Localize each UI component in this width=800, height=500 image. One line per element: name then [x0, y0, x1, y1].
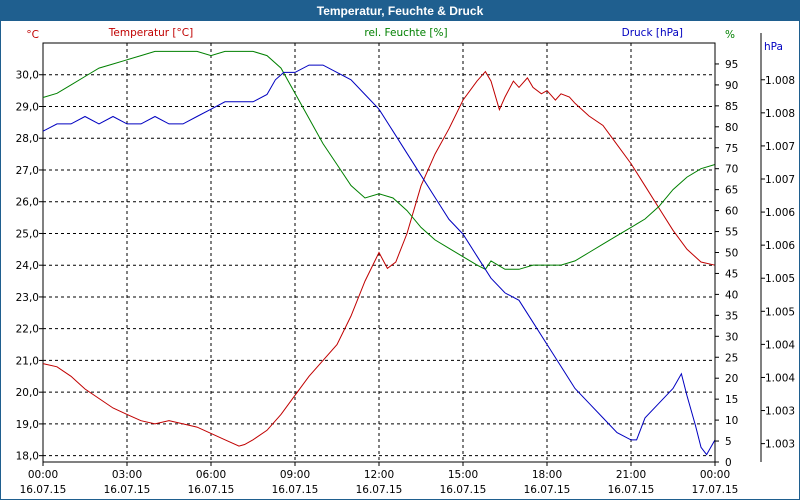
x-tick-date: 16.07.15: [524, 484, 571, 496]
x-tick-date: 17.07.15: [692, 484, 739, 496]
y-right1-tick-label: 85: [725, 101, 738, 113]
y-right1-tick-label: 80: [725, 122, 738, 134]
y-right1-tick-label: 30: [725, 331, 738, 343]
y-right1-tick-label: 20: [725, 373, 738, 385]
y-right1-tick-label: 15: [725, 394, 738, 406]
x-tick-time: 12:00: [364, 469, 394, 481]
legend-entry: Temperatur [°C]: [108, 27, 193, 39]
y-right2-tick-label: 1.007: [765, 141, 795, 153]
y-right2-tick-label: 1.005: [765, 273, 795, 285]
x-tick-time: 09:00: [280, 469, 310, 481]
y-right1-tick-label: 40: [725, 289, 738, 301]
x-tick-time: 00:00: [700, 469, 730, 481]
x-tick-date: 16.07.15: [20, 484, 67, 496]
y-right1-tick-label: 95: [725, 59, 738, 71]
series-line-pressure: [42, 64, 716, 456]
y-left-tick-label: 29,0: [16, 101, 39, 113]
x-tick-time: 18:00: [532, 469, 562, 481]
y-right1-tick-label: 70: [725, 164, 738, 176]
x-tick-date: 16.07.15: [356, 484, 403, 496]
y-left-tick-label: 28,0: [16, 133, 39, 145]
y-right1-tick-label: 50: [725, 248, 738, 260]
legend-entry: rel. Feuchte [%]: [364, 27, 447, 39]
window-title: Temperatur, Feuchte & Druck: [1, 1, 799, 21]
y-right2-tick-label: 1.003: [765, 406, 795, 418]
y-right2-tick-label: 1.004: [765, 372, 795, 384]
y-right2-tick-label: 1.005: [765, 306, 795, 318]
y-right1-tick-label: 10: [725, 415, 738, 427]
x-tick-date: 16.07.15: [188, 484, 235, 496]
x-tick-date: 16.07.15: [104, 484, 151, 496]
y-right1-tick-label: 55: [725, 227, 738, 239]
y-right1-tick-label: 45: [725, 268, 738, 280]
y-left-tick-label: 21,0: [16, 355, 39, 367]
y-left-unit: °C: [26, 29, 39, 41]
series-line-humidity: [42, 50, 716, 270]
y-right2-tick-label: 1.008: [765, 108, 795, 120]
y-right1-tick-label: 25: [725, 352, 738, 364]
series-line-temperature: [42, 70, 716, 447]
y-right1-tick-label: 65: [725, 185, 738, 197]
x-tick-time: 03:00: [112, 469, 142, 481]
series-layer: [42, 50, 716, 456]
y-right1-tick-label: 5: [725, 436, 732, 448]
labels-layer: 00:00 16.07.15 03:00 16.07.15 06:00 16.07.15 0…: [16, 27, 796, 496]
axes-layer: [39, 33, 765, 466]
y-left-tick-label: 27,0: [16, 165, 39, 177]
legend-entry: Druck [hPa]: [622, 27, 683, 39]
y-right2-tick-label: 1.003: [765, 439, 795, 451]
x-tick-time: 00:00: [28, 469, 58, 481]
x-tick-time: 06:00: [196, 469, 226, 481]
y-right1-tick-label: 60: [725, 206, 738, 218]
y-right2-unit: hPa: [764, 41, 783, 53]
y-right1-tick-label: 35: [725, 310, 738, 322]
y-right2-tick-label: 1.008: [765, 75, 795, 87]
x-tick-time: 15:00: [448, 469, 478, 481]
y-right2-tick-label: 1.007: [765, 174, 795, 186]
y-left-tick-label: 20,0: [16, 387, 39, 399]
y-right1-tick-label: 90: [725, 80, 738, 92]
y-left-tick-label: 26,0: [16, 197, 39, 209]
y-right2-tick-label: 1.004: [765, 339, 795, 351]
y-right2-tick-label: 1.006: [765, 207, 795, 219]
grid: [42, 42, 716, 463]
y-right1-tick-label: 0: [725, 457, 732, 469]
y-right1-tick-label: 75: [725, 143, 738, 155]
y-left-tick-label: 19,0: [16, 419, 39, 431]
y-left-tick-label: 30,0: [16, 70, 39, 82]
x-tick-time: 21:00: [616, 469, 646, 481]
y-left-tick-label: 22,0: [16, 324, 39, 336]
y-right2-tick-label: 1.006: [765, 240, 795, 252]
y-right1-unit: %: [725, 29, 735, 41]
y-left-tick-label: 18,0: [16, 451, 39, 463]
y-left-tick-label: 24,0: [16, 260, 39, 272]
y-left-tick-label: 25,0: [16, 228, 39, 240]
x-tick-date: 16.07.15: [440, 484, 487, 496]
x-tick-date: 16.07.15: [608, 484, 655, 496]
x-tick-date: 16.07.15: [272, 484, 319, 496]
y-left-tick-label: 23,0: [16, 292, 39, 304]
